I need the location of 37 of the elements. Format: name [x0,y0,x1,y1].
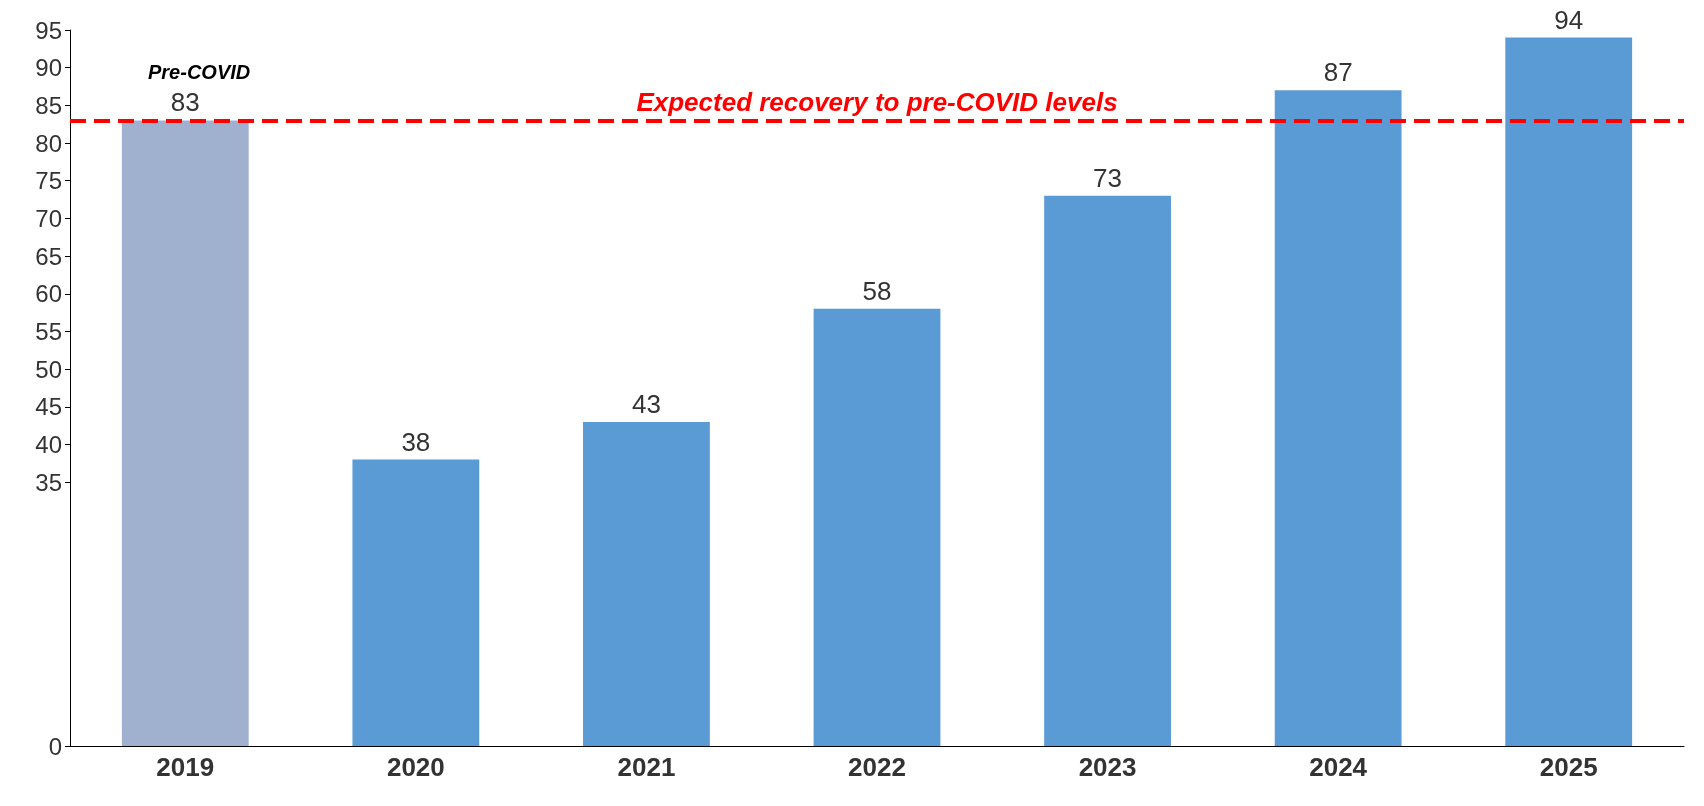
y-tick-label: 70 [35,204,62,232]
y-tick-label: 65 [35,242,62,270]
bar [1044,195,1171,746]
x-tick-label: 2021 [617,752,676,782]
ref-line-label: Expected recovery to pre-COVID levels [636,87,1118,118]
bar [1274,90,1402,746]
bar [352,459,480,746]
y-tick-label: 0 [48,732,62,760]
data-label: 43 [631,388,661,419]
bar [121,120,249,746]
y-tick-label: 95 [35,16,62,44]
y-tick-label: 80 [35,129,62,157]
x-tick-label: 2025 [1539,752,1598,782]
x-tick-label: 2019 [156,752,215,782]
bar [583,421,710,746]
y-tick-label: 75 [35,167,62,195]
annotation: Pre-COVID [148,61,251,83]
y-tick-label: 40 [35,431,62,459]
data-label: 94 [1554,4,1584,35]
data-label: 38 [401,426,431,457]
bar [1505,37,1633,746]
data-label: 83 [170,87,200,118]
y-tick-label: 45 [35,393,62,421]
y-tick-label: 90 [35,54,62,82]
data-label: 87 [1323,57,1353,88]
y-tick-label: 60 [35,280,62,308]
x-tick-label: 2020 [386,752,445,782]
bar [813,308,941,746]
x-tick-label: 2024 [1309,752,1368,782]
y-tick-label: 35 [35,468,62,496]
y-tick-label: 55 [35,317,62,345]
x-tick-label: 2023 [1078,752,1137,782]
y-tick-label: 85 [35,91,62,119]
data-label: 73 [1093,162,1123,193]
x-tick-label: 2022 [848,752,906,782]
data-label: 58 [862,275,892,306]
y-tick-label: 50 [35,355,62,383]
